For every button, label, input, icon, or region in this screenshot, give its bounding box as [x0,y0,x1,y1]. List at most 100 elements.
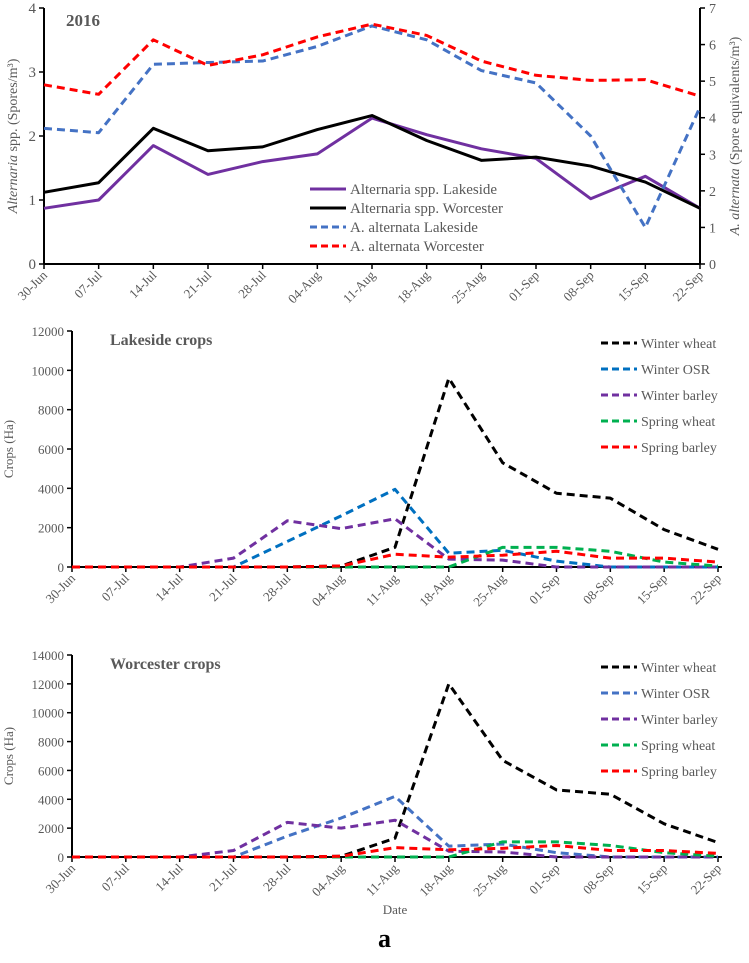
y-axis-label-italic: Alternaria [6,155,21,214]
x-axis-label: Date [383,902,408,917]
x-tick-label: 21-Jul [206,570,240,604]
y-tick-label: 14000 [32,648,65,663]
figure-label: a [378,924,391,953]
y-tick-label: 8000 [38,735,64,750]
x-tick-label: 28-Jul [235,267,269,301]
y-tick-label: 8000 [38,403,64,418]
y-tick-label: 10000 [32,706,65,721]
legend-label: Winter wheat [641,337,716,352]
x-tick-label: 28-Jul [260,570,294,604]
y-tick-label: 0 [29,257,37,273]
y2-tick-label: 0 [709,258,716,273]
x-tick-label: 07-Jul [98,570,132,604]
y-tick-label: 2000 [38,521,64,536]
x-tick-label: 21-Jul [181,267,215,301]
series-line-a-alternata-worcester [43,22,701,98]
x-tick-label: 15-Sep [634,571,671,608]
x-tick-label: 14-Jul [126,267,160,301]
chart-title: Worcester crops [110,656,221,673]
legend-label: Winter barley [641,713,718,728]
x-tick-label: 01-Sep [505,268,542,305]
x-tick-label: 07-Jul [71,267,105,301]
y2-axis-label: A. alternata (Spore equivalents/m³) [728,36,743,236]
y-tick-label: 10000 [32,363,65,378]
series-line-spring-barley [72,843,719,859]
legend-label: Winter wheat [641,661,716,676]
y-tick-label: 2 [29,129,37,145]
legend-label: A. alternata Worcester [350,239,484,255]
x-tick-label: 04-Aug [285,267,324,306]
legend-label: Spring barley [641,441,717,456]
x-tick-label: 01-Sep [526,861,563,898]
legend-label: A. alternata Lakeside [350,220,478,236]
x-tick-label: 14-Jul [152,570,186,604]
y-tick-label: 2000 [38,821,64,836]
x-tick-label: 18-Aug [416,570,455,609]
y2-tick-label: 4 [709,112,716,127]
y-tick-label: 3 [29,65,37,81]
legend-label: Alternaria spp. Lakeside [350,182,497,198]
y-tick-label: 1 [29,193,37,209]
y2-axis-label-rest: (Spore equivalents/m³) [728,36,743,168]
y-tick-label: 12000 [32,324,65,339]
y-tick-label: 6000 [38,442,64,457]
y2-axis-label-italic: A. alternata [728,168,743,236]
legend-label: Winter OSR [641,363,711,378]
legend-label: Winter barley [641,389,718,404]
legend-label: Winter OSR [641,687,711,702]
series-line-alternaria-spp-worcester [43,114,701,210]
y-tick-label: 0 [58,850,65,865]
y-tick-label: 12000 [32,677,65,692]
y-tick-label: 4000 [38,481,64,496]
x-tick-label: 18-Aug [394,267,433,306]
x-tick-label: 01-Sep [526,571,563,608]
y2-tick-label: 3 [709,148,716,163]
x-tick-label: 28-Jul [260,860,294,894]
series-line-winter-osr [72,487,718,569]
x-tick-label: 22-Sep [669,268,706,305]
series-line-winter-wheat [72,682,719,859]
series-line-spring-barley [72,549,719,569]
y-tick-label: 4000 [38,792,64,807]
x-tick-label: 15-Sep [615,268,652,305]
legend-label: Spring wheat [641,739,715,754]
chart-title: 2016 [66,11,100,30]
x-tick-label: 08-Sep [580,861,617,898]
x-tick-label: 21-Jul [206,860,240,894]
x-tick-label: 04-Aug [309,860,348,899]
x-tick-label: 30-Jun [42,570,78,606]
chart-2: 0 2000 4000 6000 8000 10000 12000 14000 30-Jun 07… [1,648,724,917]
y-axis-label: Alternaria spp. (Spores/m³) [6,58,21,214]
y-axis-label: Crops (Ha) [1,420,16,478]
x-tick-label: 18-Aug [416,860,455,899]
x-tick-label: 04-Aug [309,570,348,609]
chart-title: Lakeside crops [110,332,212,349]
x-tick-label: 11-Aug [363,860,402,899]
x-tick-label: 25-Aug [470,570,509,609]
y-tick-label: 6000 [38,763,64,778]
series-line-alternaria-spp-lakeside [43,116,701,210]
x-tick-label: 22-Sep [687,571,724,608]
x-tick-label: 30-Jun [42,860,78,896]
x-tick-label: 25-Aug [449,267,488,306]
x-tick-label: 22-Sep [687,861,724,898]
legend-label: Spring barley [641,765,717,780]
x-tick-label: 15-Sep [634,861,671,898]
y2-tick-label: 7 [709,2,716,17]
x-tick-label: 07-Jul [98,860,132,894]
legend-label: Spring wheat [641,415,715,430]
y-tick-label: 4 [29,1,37,17]
y2-tick-label: 5 [709,75,716,90]
series-line-winter-wheat [72,376,719,569]
y2-tick-label: 1 [709,221,716,236]
series-line-a-alternata-lakeside [43,24,702,229]
y-axis-label-rest: spp. (Spores/m³) [6,58,21,155]
y-tick-label: 0 [58,560,65,575]
chart-1: 0 2000 4000 6000 8000 10000 12000 30-Jun 07-Jul 1… [1,324,724,609]
x-tick-label: 08-Sep [560,268,597,305]
y2-tick-label: 2 [709,185,716,200]
y-axis-label: Crops (Ha) [1,727,16,785]
x-tick-label: 08-Sep [580,571,617,608]
